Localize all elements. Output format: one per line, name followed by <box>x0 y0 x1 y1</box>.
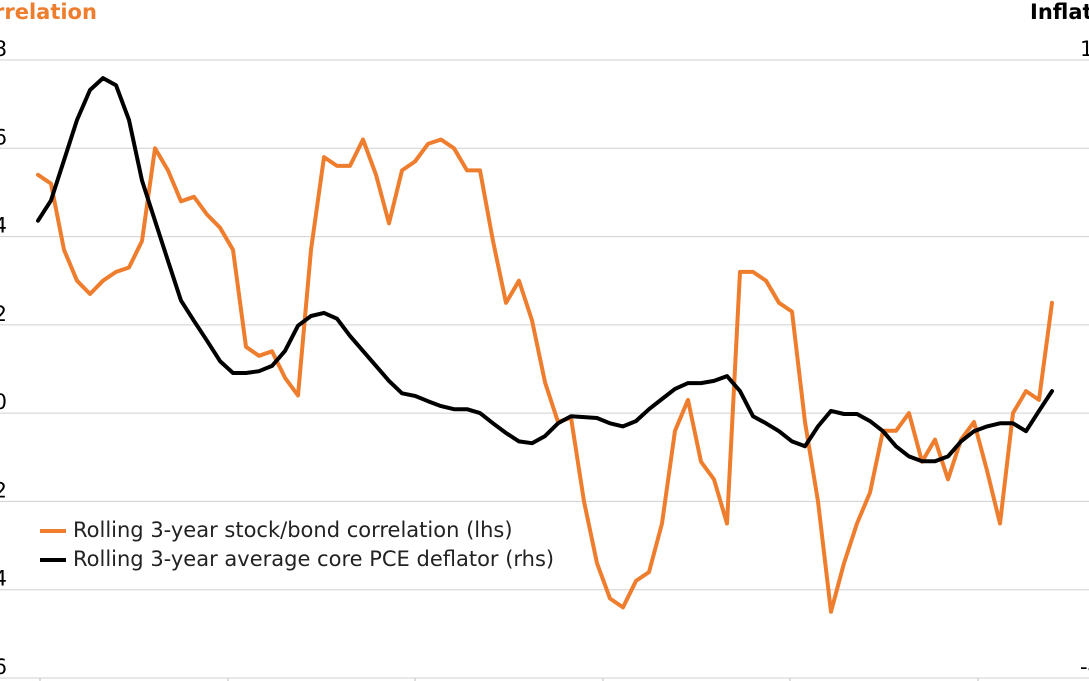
y-tick-label: 0.6 <box>0 125 7 149</box>
y-tick-label: -0.2 <box>0 478 7 502</box>
y-tick-label: -0.6 <box>0 655 7 679</box>
series-line <box>36 76 1054 464</box>
y-tick-label: 0 <box>0 390 7 414</box>
legend-label: Rolling 3-year average core PCE deflator… <box>73 547 554 571</box>
y-tick-label: 0.2 <box>0 302 7 326</box>
y2-tick-label: -4 <box>1080 655 1089 679</box>
y2-title: Inflat <box>1030 0 1089 24</box>
chart-title: rrelation <box>0 0 97 24</box>
y-tick-label: 0.4 <box>0 214 7 238</box>
y2-tick-label: 10 <box>1080 37 1089 61</box>
y-tick-label: 0.8 <box>0 37 7 61</box>
legend-label: Rolling 3-year stock/bond correlation (l… <box>73 518 513 542</box>
y-tick-label: -0.4 <box>0 567 7 591</box>
